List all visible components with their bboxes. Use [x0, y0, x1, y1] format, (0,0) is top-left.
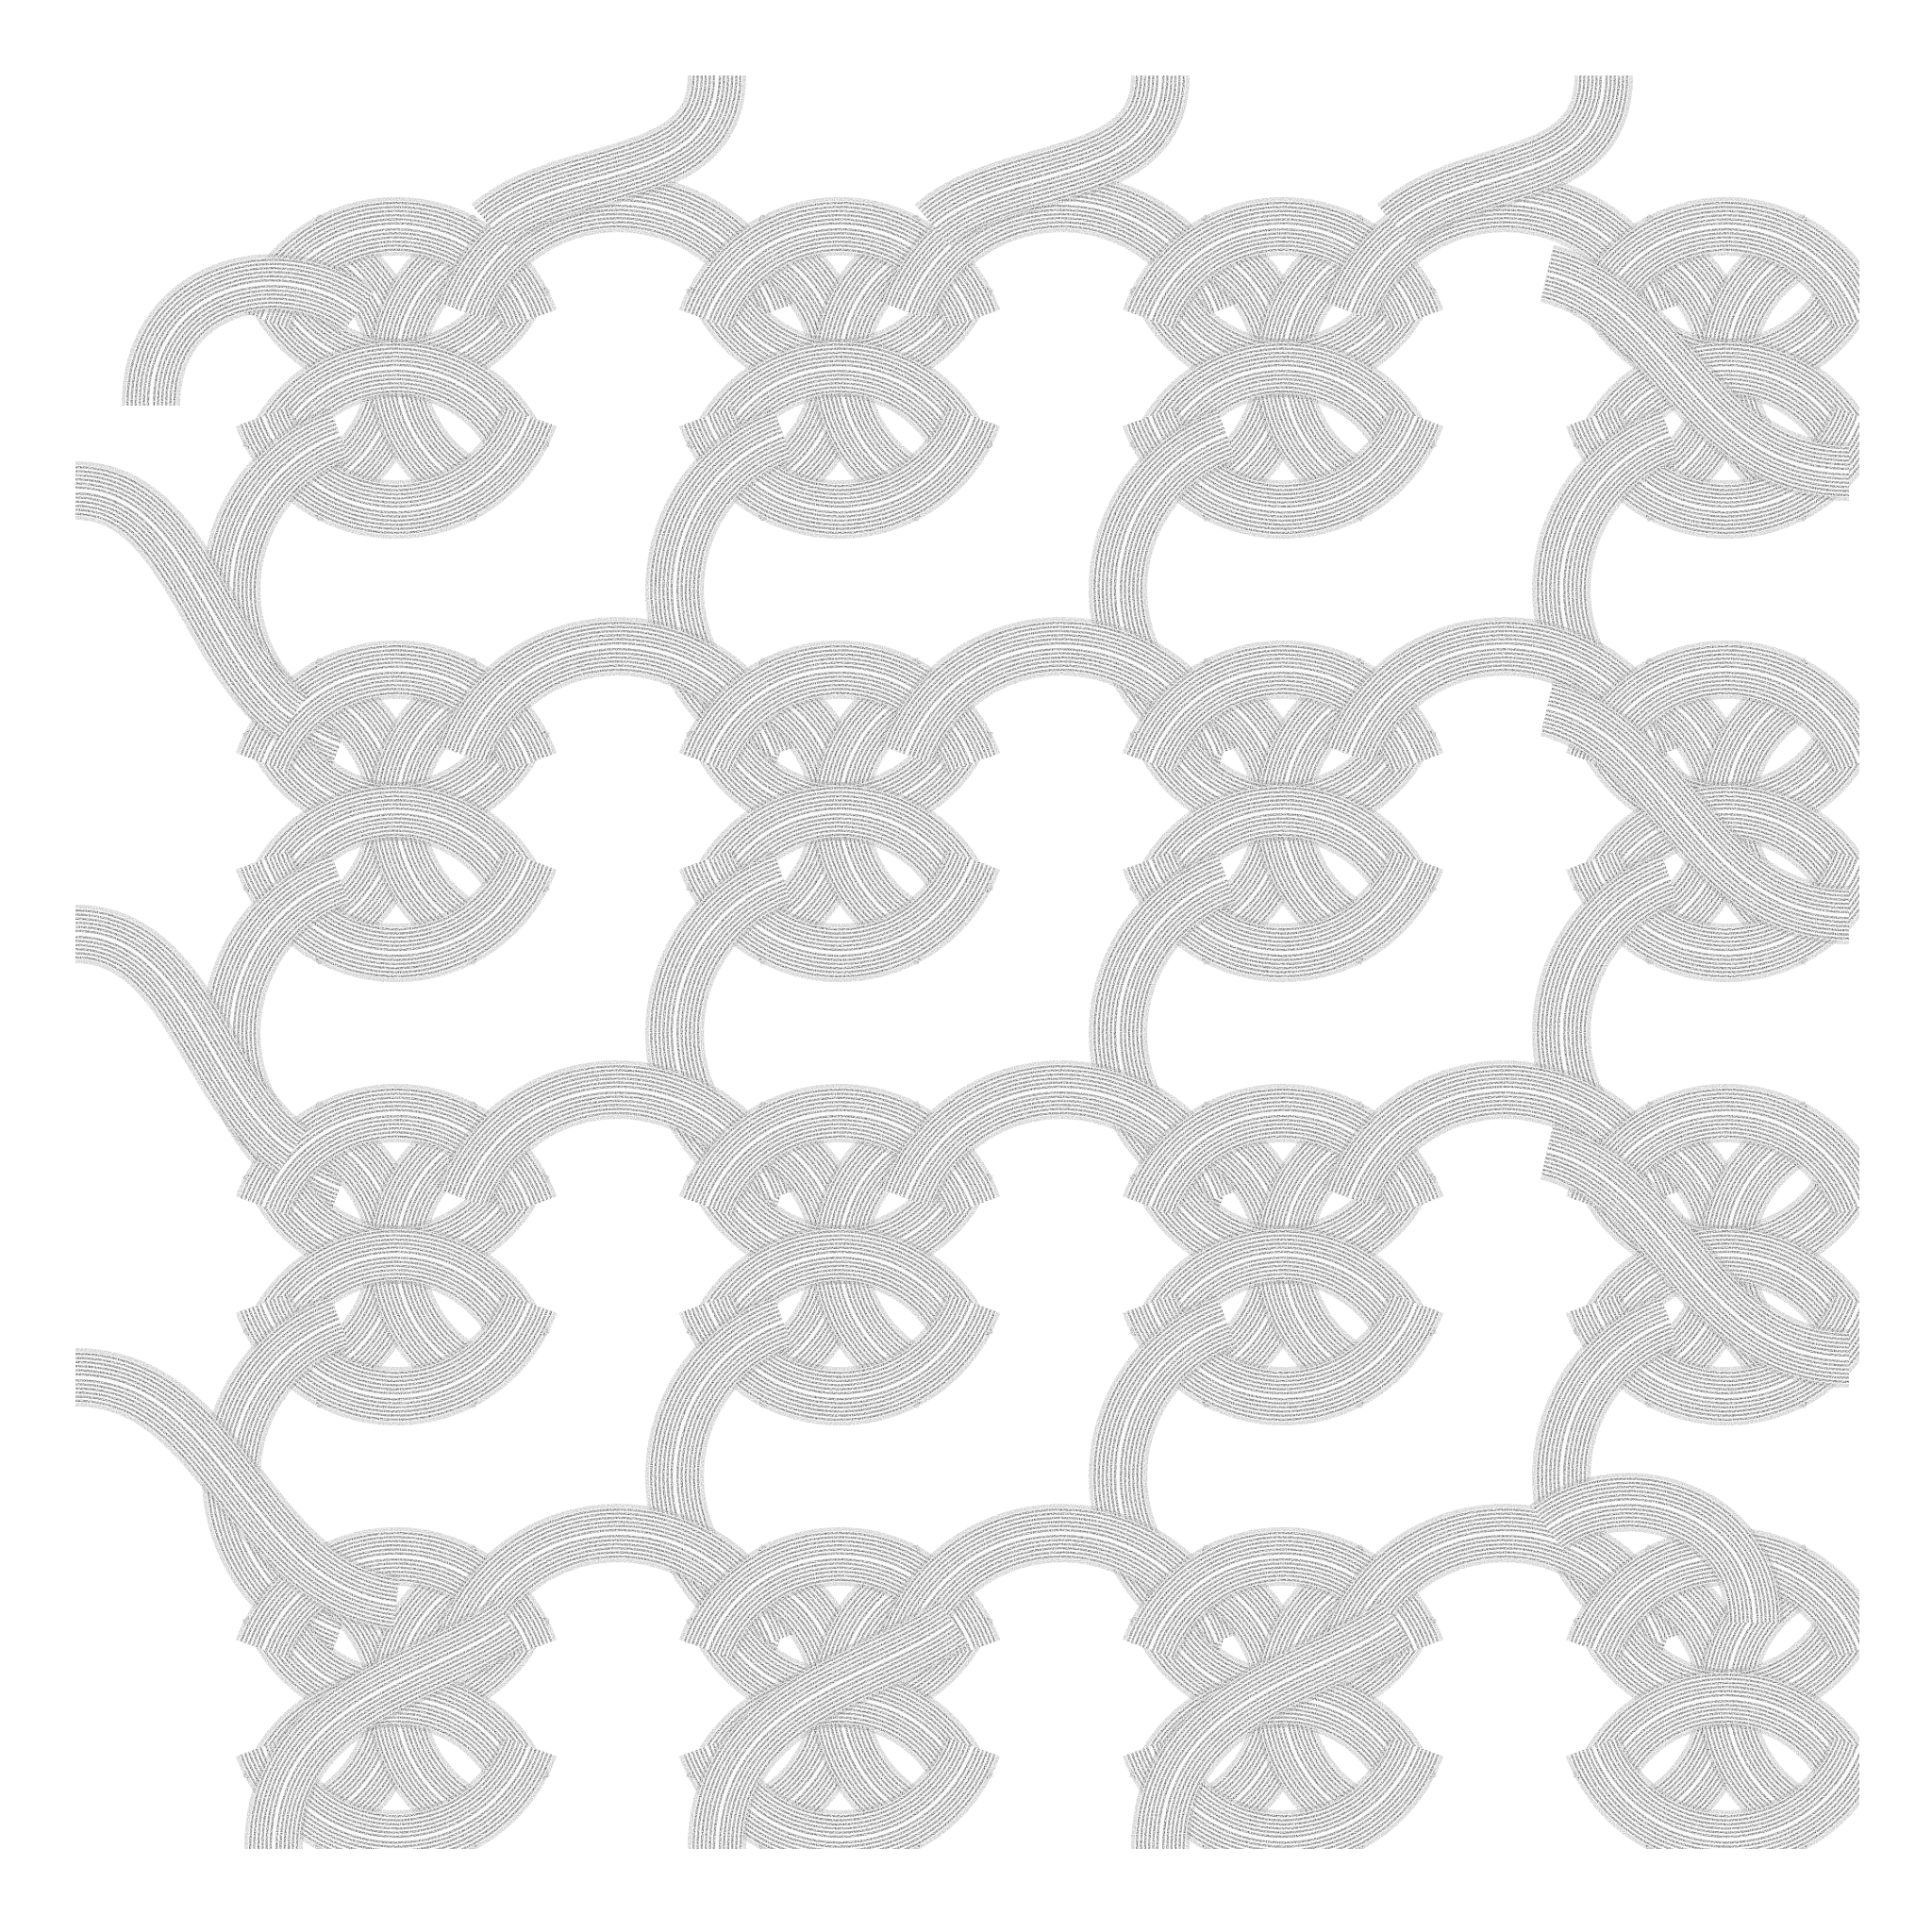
ribbon-lattice	[74, 74, 1888, 1870]
petal-bottom-r1c0	[242, 782, 551, 911]
tail-w-1	[74, 461, 310, 741]
petal-bottom-r1c2	[1128, 782, 1438, 911]
tail-s-1	[244, 1598, 527, 1851]
tail-e-3	[1539, 1122, 1851, 1388]
petal-bottom-r2c2	[1128, 1225, 1438, 1355]
ring-bottom-r3c3	[1565, 1736, 1888, 1870]
tail-s-2	[688, 1598, 971, 1851]
petal-bottom-r0c1	[685, 339, 994, 468]
tail-sw-1	[74, 1348, 402, 1633]
petal-bottom-r2c1	[685, 1225, 994, 1355]
petal-bottom-r2c3	[1572, 1225, 1881, 1355]
petal-bottom-r0c2	[1128, 339, 1438, 468]
tail-n-1	[471, 74, 746, 250]
tail-w-2	[74, 905, 310, 1175]
tail-nw-1	[122, 254, 376, 408]
petal-bottom-r2c0	[242, 1225, 551, 1355]
tail-n-3	[1376, 74, 1633, 250]
tail-n-2	[914, 74, 1190, 250]
tail-e-1	[1539, 244, 1851, 501]
petal-bottom-r3c3	[1572, 1669, 1881, 1798]
tail-e-2	[1539, 678, 1851, 944]
petal-bottom-r1c3	[1572, 782, 1881, 911]
petal-bottom-r1c1	[685, 782, 994, 911]
tail-s-3	[1131, 1598, 1414, 1851]
petal-bottom-r0c3	[1572, 339, 1881, 468]
petal-bottom-r0c0	[242, 339, 551, 468]
tail-se-1	[1529, 1473, 1784, 1624]
